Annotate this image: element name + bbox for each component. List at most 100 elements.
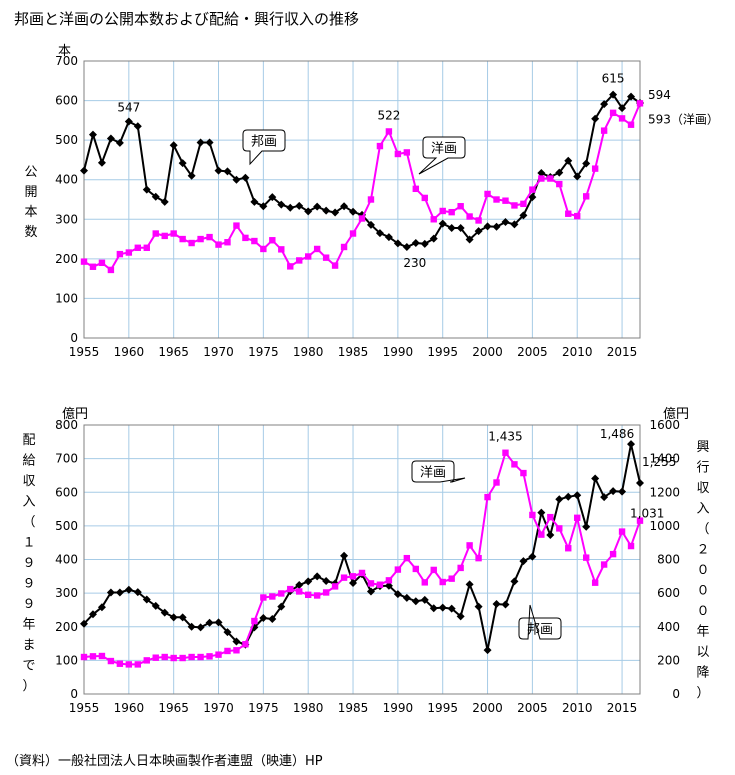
y-axis-label-left-char: １ xyxy=(22,536,35,551)
y-tick-label-left: 100 xyxy=(55,291,78,305)
x-tick-label: 2010 xyxy=(562,701,593,715)
data-point xyxy=(340,574,348,581)
data-point xyxy=(313,202,322,211)
data-point xyxy=(313,572,322,581)
y-tick-label-left: 700 xyxy=(55,452,78,466)
data-point xyxy=(124,585,133,594)
data-point xyxy=(591,474,600,483)
data-point xyxy=(430,216,437,223)
data-point xyxy=(260,245,267,253)
series-domestic xyxy=(80,90,644,251)
data-point xyxy=(448,575,455,582)
data-point xyxy=(116,250,124,258)
data-point xyxy=(295,201,304,210)
data-point xyxy=(331,262,339,269)
data-point xyxy=(358,215,366,222)
data-point xyxy=(457,564,464,572)
data-point xyxy=(627,121,635,128)
y-axis-label-left-char: 年 xyxy=(22,618,35,633)
data-point xyxy=(133,122,142,131)
y-axis-label-left-char: ま xyxy=(22,638,35,653)
plot-frame xyxy=(83,60,641,339)
y-axis-label-char: 本 xyxy=(24,205,37,220)
y-axis-label-right: 興行収入 （ ２ ０ ０ ０ 年以降 ） xyxy=(696,440,709,701)
data-point xyxy=(456,612,465,621)
series-foreign xyxy=(80,449,644,668)
data-point xyxy=(600,493,609,502)
data-point xyxy=(367,580,375,587)
callout-1-text: 邦画 xyxy=(251,135,277,150)
plot-frame xyxy=(83,424,641,695)
data-point xyxy=(411,239,420,248)
data-point xyxy=(340,243,348,251)
y-tick-label-right: 1200 xyxy=(649,485,680,499)
data-point xyxy=(484,493,491,501)
y-axis-label-right-char: 入 xyxy=(696,502,709,517)
data-point xyxy=(197,235,204,243)
data-point xyxy=(215,241,222,248)
x-tick-label: 1955 xyxy=(69,345,100,359)
data-point xyxy=(278,246,285,253)
data-point xyxy=(510,220,519,229)
data-point xyxy=(429,604,438,613)
data-point xyxy=(143,244,150,251)
data-point xyxy=(591,114,600,123)
callout-2-text: 洋画 xyxy=(431,142,457,157)
data-point xyxy=(286,203,295,212)
data-point xyxy=(178,159,187,168)
data-point xyxy=(474,602,483,611)
data-point xyxy=(402,242,411,251)
data-point xyxy=(196,138,205,147)
data-point xyxy=(394,566,402,573)
data-point xyxy=(474,227,483,236)
x-tick-label: 1975 xyxy=(248,701,279,715)
callout-1-box xyxy=(411,460,466,483)
x-tick-label: 1965 xyxy=(158,345,189,359)
data-point xyxy=(618,115,626,122)
data-point xyxy=(366,220,375,229)
data-point xyxy=(376,581,384,588)
y-axis-label-right-char: 収 xyxy=(696,481,709,496)
x-tick-label: 1955 xyxy=(69,701,100,715)
data-point xyxy=(242,234,249,242)
data-point xyxy=(582,159,591,168)
data-point xyxy=(151,192,160,201)
data-point xyxy=(269,237,276,244)
callout-1: 洋画 xyxy=(411,460,466,483)
data-point xyxy=(565,210,572,217)
data-point xyxy=(636,100,644,107)
data-point xyxy=(493,196,500,203)
data-point xyxy=(349,579,358,588)
y-axis-label-right-char: 行 xyxy=(696,461,709,476)
data-point xyxy=(556,180,563,188)
callout-1: 邦画 xyxy=(242,129,286,166)
data-point xyxy=(493,479,500,486)
data-point xyxy=(546,530,555,539)
y-axis-label-char: 数 xyxy=(24,225,37,240)
data-point xyxy=(205,618,214,627)
y-axis-label-right-char: 年 xyxy=(696,625,709,640)
data-point xyxy=(169,141,178,150)
y-tick-label-left: 300 xyxy=(55,586,78,600)
data-point xyxy=(80,166,88,175)
data-point xyxy=(331,208,340,217)
y-tick-label-left: 200 xyxy=(55,252,78,266)
y-axis-label-left-char: ９ xyxy=(22,577,35,592)
data-point xyxy=(296,257,303,264)
data-point xyxy=(89,653,97,660)
data-point xyxy=(80,653,88,661)
y-tick-label-right: 1000 xyxy=(649,519,680,533)
data-point xyxy=(340,202,349,211)
data-point xyxy=(519,557,528,566)
data-point xyxy=(116,660,124,667)
callout-2-box xyxy=(518,604,562,640)
y-axis-label-right-char: ０ xyxy=(696,584,709,599)
data-point xyxy=(143,657,150,664)
y-tick-label-left: 500 xyxy=(55,519,78,533)
value-annotation: 594 xyxy=(648,88,671,102)
data-point xyxy=(115,588,124,597)
data-point xyxy=(142,595,151,604)
y-axis-label-left-char: 収 xyxy=(22,474,35,489)
x-tick-label: 1990 xyxy=(383,345,414,359)
